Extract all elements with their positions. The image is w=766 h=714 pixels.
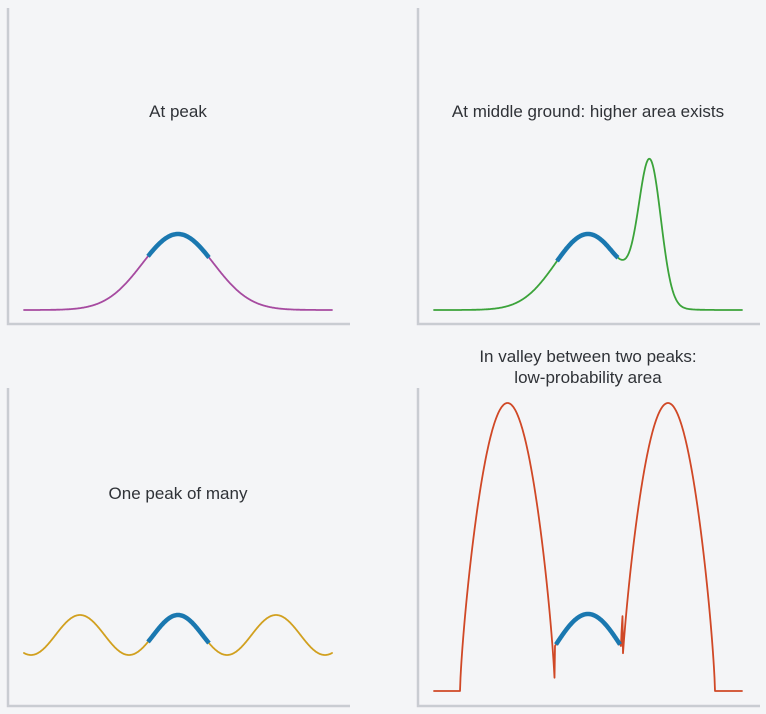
highlight-segment-middle-ground: [555, 231, 620, 263]
panel-title-valley-line-2: low-probability area: [514, 368, 662, 387]
axis-valley: [416, 388, 760, 708]
curve-at-peak: [23, 233, 333, 311]
axis-one-of-many: [6, 388, 350, 708]
panel-title-one-of-many: One peak of many: [109, 484, 248, 503]
panel-valley: In valley between two peaks: low-probabi…: [416, 347, 760, 708]
panel-one-of-many: One peak of many: [6, 388, 350, 708]
panel-at-peak: At peak: [6, 8, 350, 326]
curve-valley: [433, 402, 743, 692]
axis-at-peak: [6, 8, 350, 326]
highlight-segment-valley: [554, 611, 622, 646]
panel-middle-ground: At middle ground: higher area exists: [416, 8, 760, 326]
panel-title-middle-ground: At middle ground: higher area exists: [452, 102, 724, 121]
highlight-segment-one-of-many: [146, 612, 211, 645]
highlight-segment-at-peak: [146, 231, 211, 260]
panel-title-at-peak: At peak: [149, 102, 207, 121]
curve-one-of-many: [23, 614, 333, 656]
panel-title-valley-line-1: In valley between two peaks:: [479, 347, 696, 366]
axis-middle-ground: [416, 8, 760, 326]
